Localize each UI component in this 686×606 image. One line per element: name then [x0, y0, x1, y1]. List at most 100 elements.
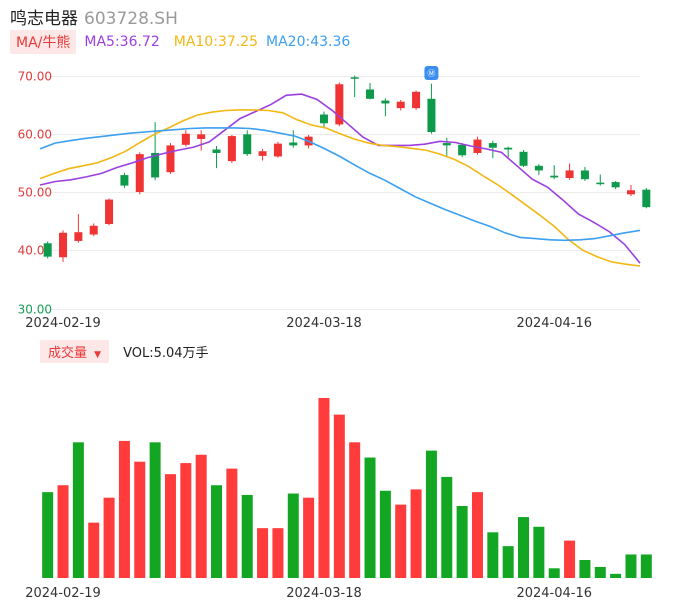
- candle-body: [519, 151, 528, 166]
- volume-bar: [333, 414, 345, 578]
- volume-bar: [395, 504, 407, 578]
- volume-bar: [118, 440, 130, 578]
- volume-bar: [195, 454, 207, 578]
- volume-bar: [42, 492, 54, 578]
- volume-bar: [103, 497, 115, 578]
- volume-bar: [164, 474, 176, 578]
- ma20-value: MA20:43.36: [266, 34, 351, 50]
- candle-body: [366, 89, 375, 99]
- y-tick-label: 70.00: [18, 70, 52, 84]
- candle-body: [258, 151, 267, 156]
- volume-bar: [441, 476, 453, 578]
- y-tick-label: 60.00: [18, 128, 52, 142]
- volume-bar: [379, 490, 391, 578]
- ma-line-ma20: [39, 127, 641, 242]
- candle-body: [43, 243, 52, 257]
- x-tick-label: 2024-04-16: [516, 586, 592, 601]
- volume-indicator-dropdown[interactable]: 成交量 ▼: [40, 339, 110, 363]
- volume-bar: [518, 517, 530, 578]
- x-tick-label: 2024-03-18: [286, 316, 362, 331]
- candle-body: [74, 232, 83, 241]
- volume-value: VOL:5.04万手: [123, 345, 209, 361]
- dropdown-arrow-icon: ▼: [94, 349, 102, 360]
- candle-body: [335, 84, 344, 125]
- candle-body: [381, 100, 390, 104]
- candle-body: [319, 114, 328, 124]
- volume-bar: [610, 573, 622, 578]
- volume-bar: [57, 485, 69, 578]
- volume-bar: [410, 489, 422, 578]
- volume-bar: [149, 442, 161, 578]
- volume-bar: [487, 532, 499, 578]
- ma-line-ma5: [39, 93, 641, 264]
- candle-body: [442, 143, 451, 146]
- stock-code: 603728.SH: [84, 9, 178, 29]
- candle-body: [181, 133, 190, 145]
- volume-bar: [303, 497, 315, 578]
- x-tick-label: 2024-02-19: [25, 316, 101, 331]
- volume-bar: [456, 506, 468, 578]
- volume-bar: [564, 540, 576, 578]
- volume-bar: [502, 546, 514, 578]
- stock-name: 鸣志电器: [10, 9, 78, 29]
- candle-body: [89, 225, 98, 235]
- candle-body: [135, 154, 144, 192]
- volume-legend: 成交量 ▼ VOL:5.04万手: [40, 339, 209, 363]
- candle-body: [289, 142, 298, 146]
- candle-body: [427, 98, 436, 133]
- x-tick-label: 2024-04-16: [516, 316, 592, 331]
- volume-bar: [533, 526, 545, 578]
- event-marker-icon: [424, 66, 439, 80]
- candle-body: [596, 182, 605, 185]
- candle-body: [611, 182, 620, 188]
- candle-body: [350, 77, 359, 79]
- volume-bar: [241, 494, 253, 578]
- y-tick-label: 30.00: [18, 303, 52, 317]
- volume-bar: [72, 442, 84, 578]
- candle-body: [412, 91, 421, 109]
- volume-bar: [594, 566, 606, 578]
- volume-bar: [226, 468, 238, 578]
- volume-bar: [257, 528, 269, 578]
- candle-body: [473, 139, 482, 153]
- stock-title: 鸣志电器 603728.SH: [10, 4, 178, 29]
- ma-indicator-tab[interactable]: MA/牛熊: [10, 30, 77, 54]
- volume-bar: [579, 560, 591, 578]
- y-tick-label: 40.00: [18, 244, 52, 258]
- candle-body: [626, 190, 635, 195]
- volume-bar: [88, 522, 100, 578]
- volume-bar: [625, 554, 637, 578]
- candle-body: [227, 136, 236, 162]
- candle-body: [105, 199, 114, 225]
- volume-tab-label: 成交量: [48, 345, 88, 361]
- y-tick-label: 50.00: [18, 186, 52, 200]
- volume-bar: [640, 554, 652, 578]
- candle-body: [642, 189, 651, 208]
- volume-bar: [548, 568, 560, 578]
- candle-body: [550, 175, 559, 178]
- volume-bar: [425, 450, 437, 578]
- volume-bar: [287, 493, 299, 578]
- candle-body: [166, 145, 175, 173]
- candle-body: [212, 149, 221, 153]
- volume-bar: [180, 463, 192, 578]
- candle-body: [197, 134, 206, 139]
- volume-bar: [349, 442, 361, 578]
- candle-body: [59, 232, 68, 258]
- event-marker-glyph: Ⓜ: [427, 69, 435, 78]
- candle-body: [243, 134, 252, 155]
- ma10-value: MA10:37.25: [173, 34, 259, 50]
- candle-body: [534, 165, 543, 171]
- candle-body: [458, 144, 467, 156]
- ma5-value: MA5:36.72: [84, 34, 160, 50]
- candle-body: [504, 147, 513, 150]
- volume-bar: [364, 457, 376, 578]
- ma-line-ma10: [39, 109, 641, 267]
- x-tick-label: 2024-02-19: [25, 586, 101, 601]
- volume-bar: [134, 461, 146, 578]
- volume-bar: [211, 485, 223, 578]
- ma-legend: MA/牛熊 MA5:36.72 MA10:37.25 MA20:43.36: [10, 30, 350, 54]
- candle-body: [151, 152, 160, 178]
- x-tick-label: 2024-03-18: [286, 586, 362, 601]
